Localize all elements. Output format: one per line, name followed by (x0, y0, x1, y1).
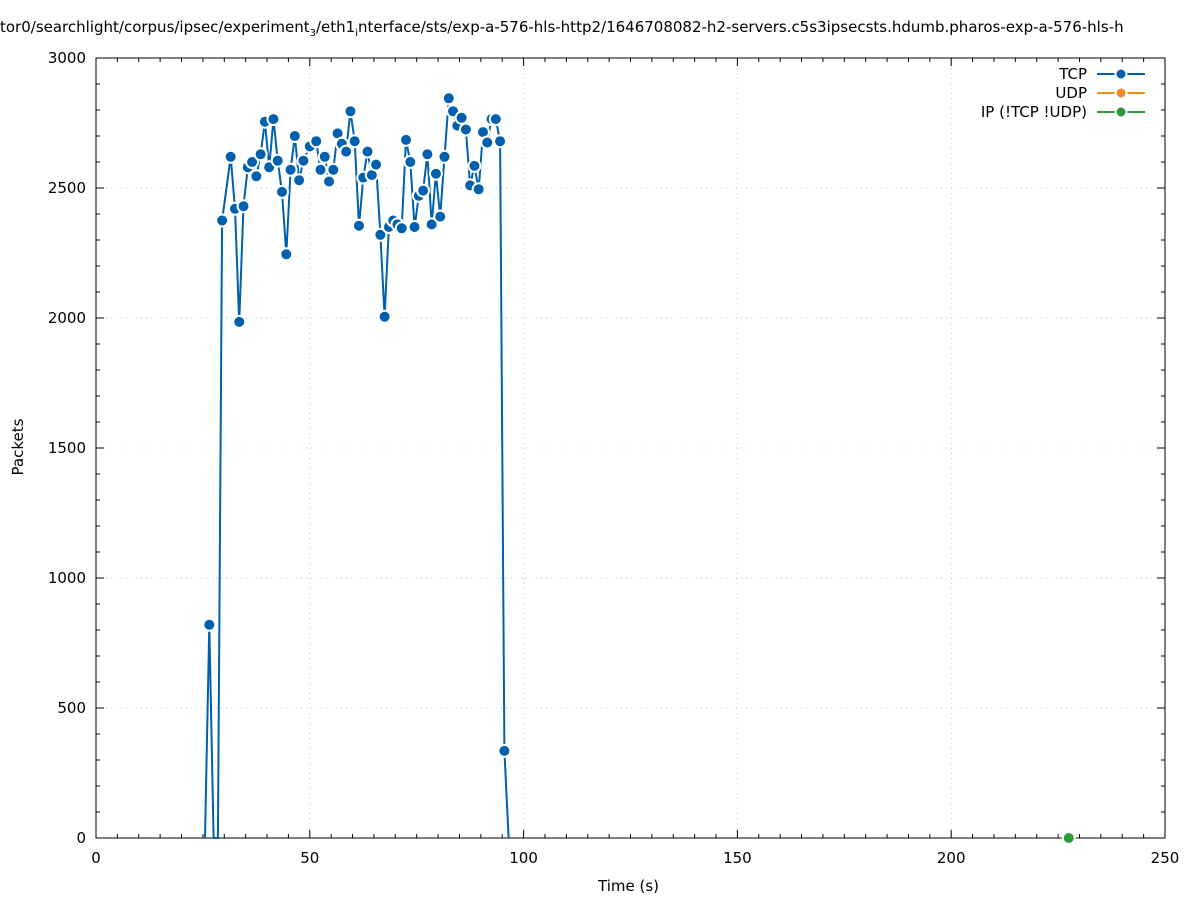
data-point (399, 132, 414, 147)
data-point (441, 91, 456, 106)
data-point (215, 213, 230, 228)
data-point (202, 617, 217, 632)
data-point (1061, 831, 1076, 845)
legend-marker (1114, 105, 1128, 119)
y-tick-label: 3000 (48, 49, 86, 67)
data-point (270, 153, 285, 168)
y-tick-label: 2000 (48, 309, 86, 327)
series-points (202, 91, 1076, 845)
x-tick-label: 100 (509, 849, 538, 867)
legend-label: UDP (1055, 84, 1087, 102)
data-point (416, 183, 431, 198)
data-point (377, 309, 392, 324)
chart-title: tor0/searchlight/corpus/ipsec/experiment… (0, 18, 1124, 39)
data-point (283, 162, 298, 177)
x-tick-label: 150 (723, 849, 752, 867)
grid (96, 58, 1165, 838)
data-point (317, 149, 332, 164)
data-point (253, 147, 268, 162)
data-point (467, 158, 482, 173)
data-point (480, 135, 495, 150)
data-point (351, 218, 366, 233)
data-point (394, 221, 409, 236)
y-tick-label: 0 (76, 829, 86, 847)
data-point (232, 314, 247, 329)
data-point (493, 134, 508, 149)
data-point (309, 134, 324, 149)
y-axis-label: Packets (9, 418, 27, 476)
data-point (403, 155, 418, 169)
data-point (420, 147, 435, 162)
data-point (287, 129, 302, 143)
data-point (424, 217, 439, 232)
series-lines (204, 97, 510, 839)
data-point (223, 149, 238, 164)
y-tick-label: 1500 (48, 439, 86, 457)
data-point (296, 153, 311, 168)
data-point (347, 134, 362, 149)
data-point (407, 220, 422, 234)
data-point (236, 199, 251, 214)
y-tick-label: 2500 (48, 179, 86, 197)
data-point (458, 122, 473, 137)
data-point (428, 166, 443, 181)
x-tick-label: 200 (937, 849, 966, 867)
data-point (275, 184, 290, 199)
x-tick-label: 0 (91, 849, 101, 867)
data-point (326, 162, 341, 177)
legend-label: IP (!TCP !UDP) (981, 103, 1087, 121)
data-point (322, 174, 337, 189)
legend-marker (1114, 67, 1128, 81)
data-point (433, 209, 448, 224)
data-point (488, 112, 503, 127)
data-point (471, 182, 486, 197)
data-point (437, 149, 452, 164)
data-point (249, 169, 264, 184)
data-point (360, 144, 375, 159)
data-point (313, 162, 328, 177)
data-point (373, 227, 388, 242)
legend-marker (1114, 86, 1128, 100)
data-point (279, 247, 294, 262)
legend-label: TCP (1058, 65, 1087, 83)
data-point (343, 104, 358, 119)
data-point (369, 157, 384, 172)
data-point (339, 144, 354, 159)
ticks: 0 500 1000 1500 2000 2500 3000 0 50 100 150 200 250 (48, 49, 1180, 867)
x-axis-label: Time (s) (598, 877, 659, 895)
data-point (497, 743, 512, 758)
data-point (292, 173, 307, 188)
y-tick-label: 500 (57, 699, 86, 717)
data-point (245, 155, 260, 169)
y-tick-label: 1000 (48, 569, 86, 587)
series-line-0 (204, 97, 510, 839)
x-tick-label: 250 (1151, 849, 1180, 867)
data-point (266, 112, 281, 127)
x-tick-label: 50 (300, 849, 319, 867)
data-point (454, 110, 469, 125)
